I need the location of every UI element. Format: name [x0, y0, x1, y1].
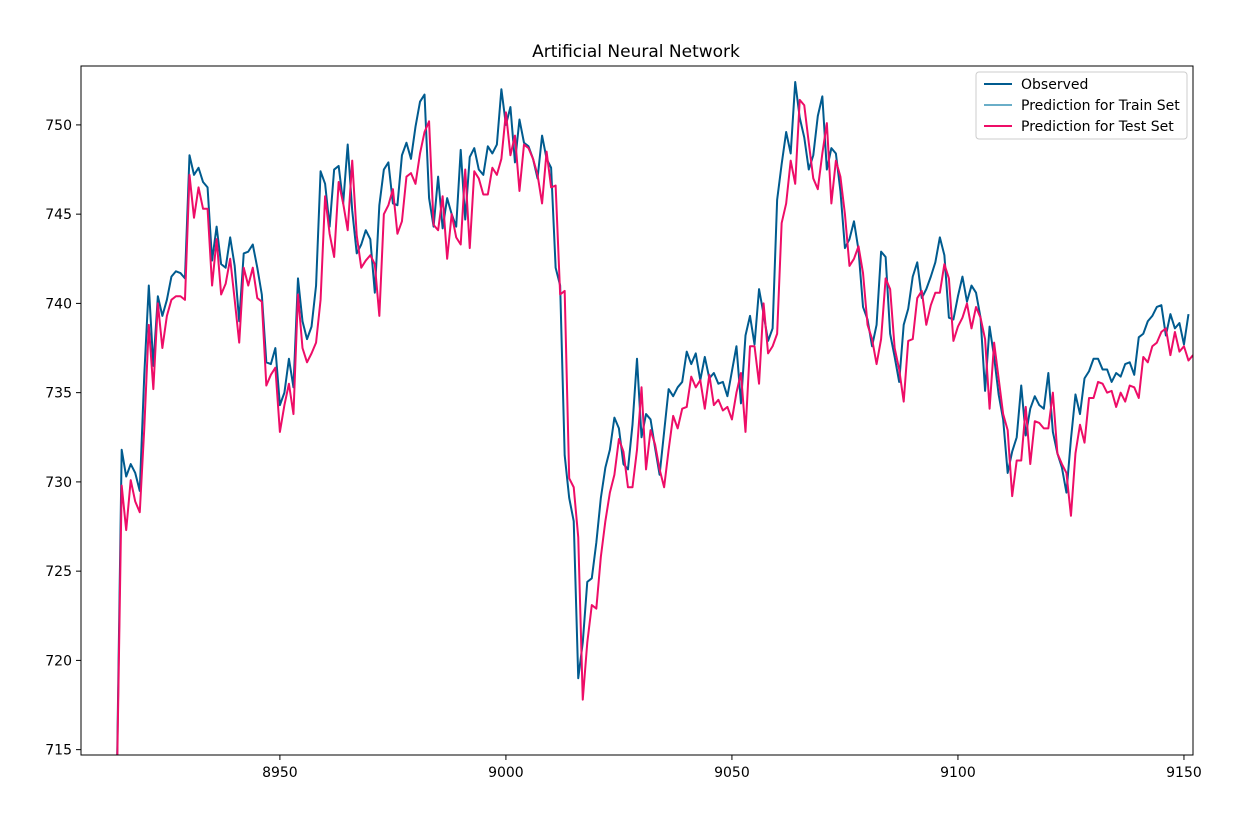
y-tick-label: 725	[45, 564, 72, 580]
x-tick-label: 9150	[1166, 765, 1202, 781]
x-tick-label: 9100	[940, 765, 976, 781]
legend: Observed Prediction for Train Set Predicti…	[975, 71, 1188, 140]
y-tick-label: 740	[45, 296, 72, 312]
y-tick-label: 730	[45, 475, 72, 491]
y-tick-label: 745	[45, 207, 72, 223]
y-tick-label: 735	[45, 386, 72, 402]
legend-box	[975, 71, 1188, 140]
legend-entry: Prediction for Train Set	[1021, 98, 1180, 114]
y-tick-label: 715	[45, 743, 72, 759]
x-tick-label: 9000	[488, 765, 524, 781]
chart-title: Artificial Neural Network	[532, 42, 740, 62]
series-line-test-prediction	[116, 98, 1193, 755]
legend-entry: Prediction for Test Set	[1021, 119, 1174, 135]
plot-frame	[80, 65, 1194, 756]
x-tick-label: 9050	[714, 765, 750, 781]
plot-area	[116, 81, 1193, 755]
y-tick-label: 750	[45, 118, 72, 134]
x-tick-label: 8950	[262, 765, 298, 781]
legend-entry: Observed	[1021, 77, 1088, 93]
y-tick-label: 720	[45, 653, 72, 669]
axes: 8950 9000 9050 9100 9150 715 720 725 730 735 740 74…	[45, 65, 1202, 781]
